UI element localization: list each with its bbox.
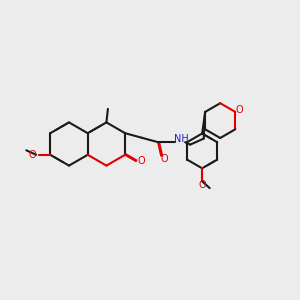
Text: O: O	[28, 150, 36, 160]
Text: O: O	[138, 156, 145, 166]
Text: O: O	[160, 154, 168, 164]
Text: O: O	[198, 180, 206, 190]
Text: NH: NH	[174, 134, 189, 144]
Text: O: O	[236, 105, 244, 116]
